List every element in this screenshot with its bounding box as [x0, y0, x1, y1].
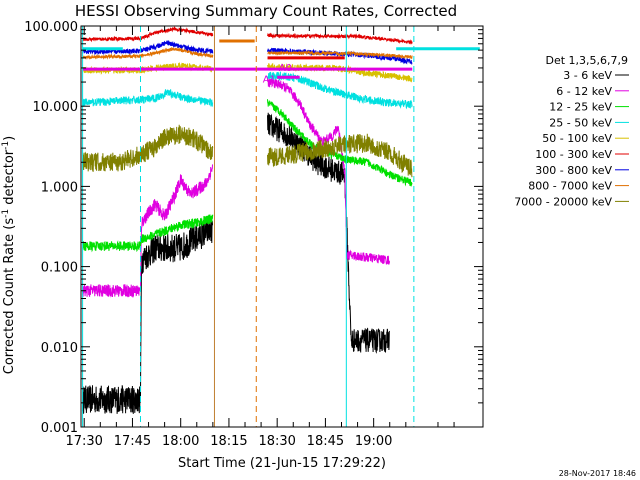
y-axis-label-prefix: Corrected Count Rate (s — [2, 218, 17, 375]
vline-layer — [82, 26, 415, 427]
y-tick-label-4: 10.000 — [33, 100, 79, 115]
y-axis-label-suffix: detector — [2, 149, 17, 209]
legend-items: 3 - 6 keV 6 - 12 keV 12 - 25 keV 25 - 50 ke… — [514, 69, 629, 208]
y-tick-label-2: 0.100 — [41, 261, 78, 276]
x-tick-labels: 17:30 17:45 18:00 18:15 18:30 18:45 19:00 — [65, 434, 392, 449]
y-axis-label-sup: -1 — [1, 209, 11, 218]
footer-timestamp: 28-Nov-2017 18:46 — [559, 469, 636, 478]
series-line-1 — [267, 112, 390, 354]
series-line-17 — [267, 133, 413, 178]
series-line-6 — [82, 89, 214, 107]
series-line-12 — [82, 40, 214, 56]
x-axis-label: Start Time (21-Jun-15 17:29:22) — [178, 456, 386, 471]
x-tick-label-3: 18:15 — [210, 434, 247, 449]
x-tick-label-2: 18:00 — [162, 434, 199, 449]
legend-label-6: 300 - 800 keV — [535, 164, 612, 177]
legend-label-2: 12 - 25 keV — [549, 101, 612, 114]
legend-label-5: 100 - 300 keV — [535, 148, 612, 161]
plot-frame — [80, 25, 484, 428]
legend: Det 1,3,5,6,7,9 3 - 6 keV 6 - 12 keV 12 - … — [514, 54, 629, 208]
series-line-10 — [82, 26, 214, 43]
x-tick-label-4: 18:30 — [258, 434, 295, 449]
attenuator-label-0: A1 — [263, 75, 276, 86]
series-line-2 — [82, 164, 214, 298]
x-tick-label-0: 17:30 — [65, 434, 102, 449]
legend-label-1: 6 - 12 keV — [556, 85, 612, 98]
series-line-15 — [267, 49, 413, 60]
series-line-11 — [267, 32, 413, 45]
series-line-0 — [82, 216, 214, 414]
x-tick-label-1: 17:45 — [114, 434, 151, 449]
tick-layer — [81, 25, 483, 428]
series-line-14 — [82, 46, 214, 60]
y-axis-label-close: ) — [2, 136, 17, 141]
chart-title: HESSI Observing Summary Count Rates, Cor… — [75, 2, 457, 20]
y-tick-labels: 0.001 0.010 0.100 1.000 10.000 100.000 — [24, 20, 78, 436]
legend-title: Det 1,3,5,6,7,9 — [545, 54, 628, 67]
series-line-4 — [82, 214, 214, 253]
y-tick-label-0: 0.001 — [41, 421, 78, 436]
y-tick-label-5: 100.000 — [24, 20, 78, 35]
series-layer — [82, 26, 413, 414]
y-axis-label: Corrected Count Rate (s-1 detector-1) — [1, 136, 17, 374]
x-tick-label-5: 18:45 — [307, 434, 344, 449]
legend-label-0: 3 - 6 keV — [563, 69, 612, 82]
legend-label-7: 800 - 7000 keV — [528, 180, 612, 193]
y-axis-label-sup-2: -1 — [1, 141, 11, 150]
attenuator-label-1: A0 — [279, 63, 292, 74]
segment-layer — [82, 39, 480, 79]
legend-label-8: 7000 - 20000 keV — [514, 195, 612, 208]
legend-label-4: 50 - 100 keV — [542, 132, 612, 145]
series-line-16 — [82, 124, 214, 172]
series-line-7 — [267, 71, 413, 110]
y-tick-label-1: 0.010 — [41, 341, 78, 356]
y-tick-label-3: 1.000 — [41, 180, 78, 195]
legend-label-3: 25 - 50 keV — [549, 116, 612, 129]
x-tick-label-6: 19:00 — [355, 434, 392, 449]
series-line-5 — [267, 99, 413, 187]
